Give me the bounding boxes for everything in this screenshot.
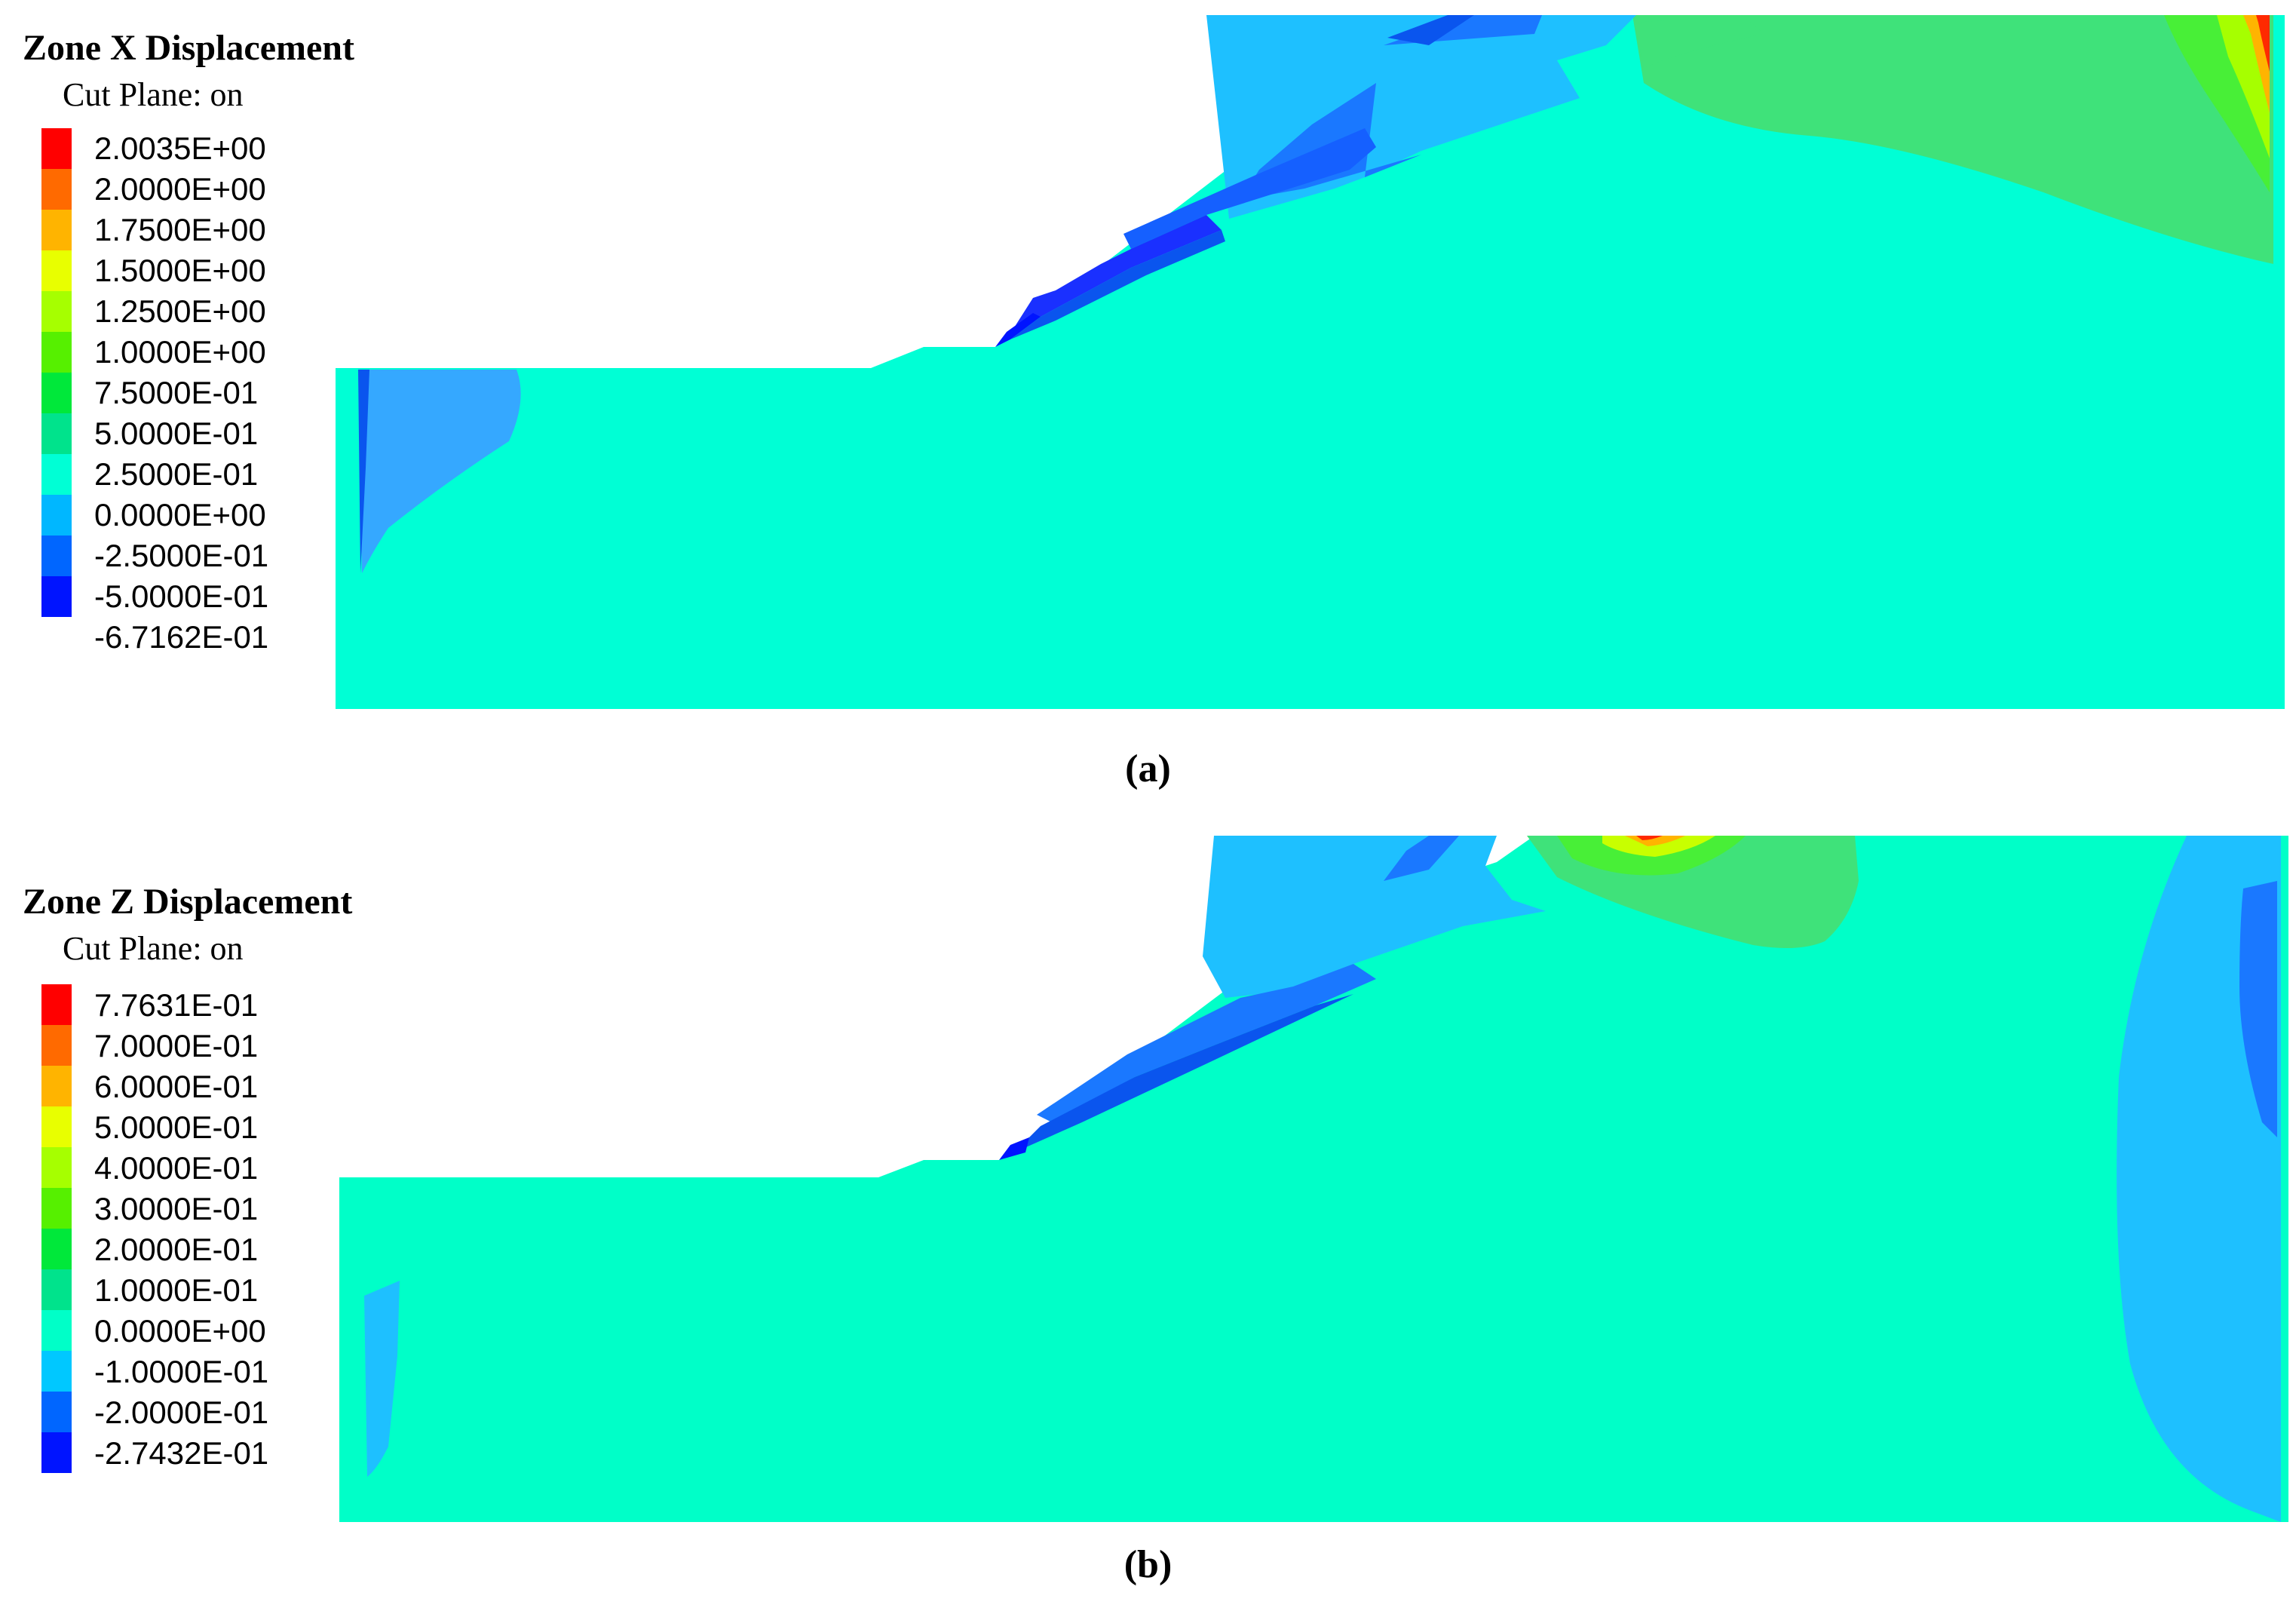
- legend-label: -2.5000E-01: [94, 538, 269, 573]
- legend-swatch: [41, 454, 72, 495]
- legend-swatch: [41, 1269, 72, 1310]
- legend-swatch: [41, 1229, 72, 1269]
- legend-label: 5.0000E-01: [94, 416, 259, 451]
- contour-toe-darkblue: [995, 313, 1041, 347]
- legend-swatch: [41, 1025, 72, 1066]
- contour-lower-slope-blue: [1014, 994, 1353, 1152]
- legend-label: 7.0000E-01: [94, 1028, 259, 1063]
- legend-label: 3.0000E-01: [94, 1191, 259, 1226]
- legend-label: 2.0000E-01: [94, 1232, 259, 1267]
- legend-label: 1.0000E-01: [94, 1272, 259, 1308]
- legend-swatch: [41, 128, 72, 169]
- legend-label: -2.7432E-01: [94, 1435, 269, 1471]
- contour-right-blue: [2239, 881, 2277, 1137]
- contour-field-x: [336, 15, 2285, 709]
- contour-small-green: [1635, 15, 1764, 68]
- contour-upper-yellow: [1602, 836, 1715, 857]
- slope-body: [336, 15, 2285, 709]
- legend-color-bar: [41, 128, 72, 617]
- legend-swatch: [41, 332, 72, 373]
- legend-title: Zone X Displacement: [23, 28, 354, 68]
- legend-label: 1.0000E+00: [94, 334, 266, 370]
- contour-lower-slope-darkblue: [1007, 215, 1222, 339]
- legend-label: 2.0035E+00: [94, 130, 266, 166]
- contour-toe-mid: [1010, 230, 1225, 339]
- legend-swatch: [41, 210, 72, 250]
- legend-swatch: [41, 495, 72, 536]
- contour-crest-blue: [1387, 15, 1474, 45]
- legend-label: 1.2500E+00: [94, 293, 266, 329]
- legend-swatch: [41, 1188, 72, 1229]
- panel-x-displacement: Zone X Displacement Cut Plane: on 2.0035…: [0, 0, 2296, 802]
- contour-slope-lightblue: [1203, 836, 1546, 998]
- legend-swatch: [41, 1147, 72, 1188]
- legend-title: Zone Z Displacement: [23, 882, 353, 922]
- contour-left-negative: [358, 370, 521, 573]
- legend-swatch: [41, 1066, 72, 1106]
- legend-swatch: [41, 1106, 72, 1147]
- legend-label: 1.5000E+00: [94, 253, 266, 288]
- legend-label: 2.0000E+00: [94, 171, 266, 207]
- legend-swatch: [41, 576, 72, 617]
- legend-subtitle: Cut Plane: on: [63, 76, 244, 113]
- legend-label: -5.0000E-01: [94, 578, 269, 614]
- legend-label: -6.7162E-01: [94, 619, 269, 655]
- legend-color-bar: [41, 984, 72, 1473]
- contour-mid-slope-blue: [1123, 128, 1376, 249]
- legend-label: 5.0000E-01: [94, 1109, 259, 1145]
- slope-body: [339, 836, 2288, 1522]
- caption-b: (b): [1123, 1543, 1173, 1586]
- legend-label: 0.0000E+00: [94, 1313, 266, 1349]
- legend-label: -2.0000E-01: [94, 1395, 269, 1430]
- contour-right-lightblue: [2117, 836, 2281, 1522]
- legend-label: 0.0000E+00: [94, 497, 266, 532]
- panel-z-displacement: Zone Z Displacement Cut Plane: on 7.7631…: [0, 815, 2296, 1605]
- legend-label: 6.0000E-01: [94, 1069, 259, 1104]
- legend-label: 4.0000E-01: [94, 1150, 259, 1186]
- contour-toe-darkblue: [999, 1137, 1029, 1160]
- legend-swatch: [41, 1310, 72, 1351]
- contour-field-z: [339, 836, 2288, 1522]
- legend-swatch: [41, 413, 72, 454]
- legend-label: 1.7500E+00: [94, 212, 266, 247]
- legend-swatch: [41, 1392, 72, 1432]
- legend-label: -1.0000E-01: [94, 1354, 269, 1389]
- legend-swatch: [41, 373, 72, 413]
- contour-left-edge: [358, 370, 369, 573]
- contour-mid-slope-blue: [1037, 964, 1376, 1122]
- legend-subtitle: Cut Plane: on: [63, 930, 244, 967]
- legend-label: 2.5000E-01: [94, 456, 259, 492]
- contour-green-zone: [1632, 15, 2273, 264]
- caption-a: (a): [1125, 747, 1171, 790]
- legend-swatch: [41, 536, 72, 576]
- legend-swatch: [41, 1432, 72, 1473]
- contour-upper-red: [1636, 836, 1663, 840]
- contour-left-lightblue: [364, 1281, 400, 1477]
- legend-swatch: [41, 169, 72, 210]
- contour-crest-blue: [1384, 836, 1459, 881]
- legend-label: 7.7631E-01: [94, 987, 259, 1023]
- legend-swatch: [41, 1351, 72, 1392]
- legend-swatch: [41, 984, 72, 1025]
- legend-swatch: [41, 250, 72, 291]
- contour-red-band: [2256, 15, 2270, 72]
- legend-swatch: [41, 291, 72, 332]
- legend-label: 7.5000E-01: [94, 375, 259, 410]
